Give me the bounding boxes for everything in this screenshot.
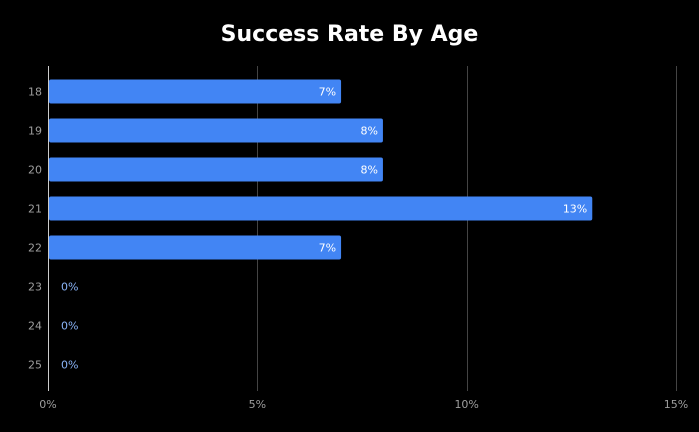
x-tick-label-0: 0%	[39, 398, 56, 411]
bar-19	[49, 118, 383, 143]
data-label-23: 0%	[61, 281, 78, 294]
data-label-19: 8%	[360, 125, 377, 138]
y-tick-label-22: 22	[28, 242, 42, 255]
x-tick-label-2: 10%	[454, 398, 478, 411]
y-tick-label-19: 19	[28, 125, 42, 138]
y-tick-label-25: 25	[28, 359, 42, 372]
data-label-25: 0%	[61, 359, 78, 372]
y-tick-label-20: 20	[28, 164, 42, 177]
y-tick-label-21: 21	[28, 203, 42, 216]
y-tick-label-18: 18	[28, 86, 42, 99]
x-tick-label-3: 15%	[664, 398, 688, 411]
x-tick-label-1: 5%	[249, 398, 266, 411]
data-label-24: 0%	[61, 320, 78, 333]
data-label-21: 13%	[563, 203, 587, 216]
data-label-22: 7%	[319, 242, 336, 255]
data-label-18: 7%	[319, 86, 336, 99]
data-label-20: 8%	[360, 164, 377, 177]
bar-18	[49, 79, 342, 104]
bar-20	[49, 157, 383, 182]
chart-title: Success Rate By Age	[220, 22, 479, 47]
y-tick-label-24: 24	[28, 320, 42, 333]
y-tick-label-23: 23	[28, 281, 42, 294]
bar-21	[49, 196, 593, 221]
bar-22	[49, 235, 342, 260]
